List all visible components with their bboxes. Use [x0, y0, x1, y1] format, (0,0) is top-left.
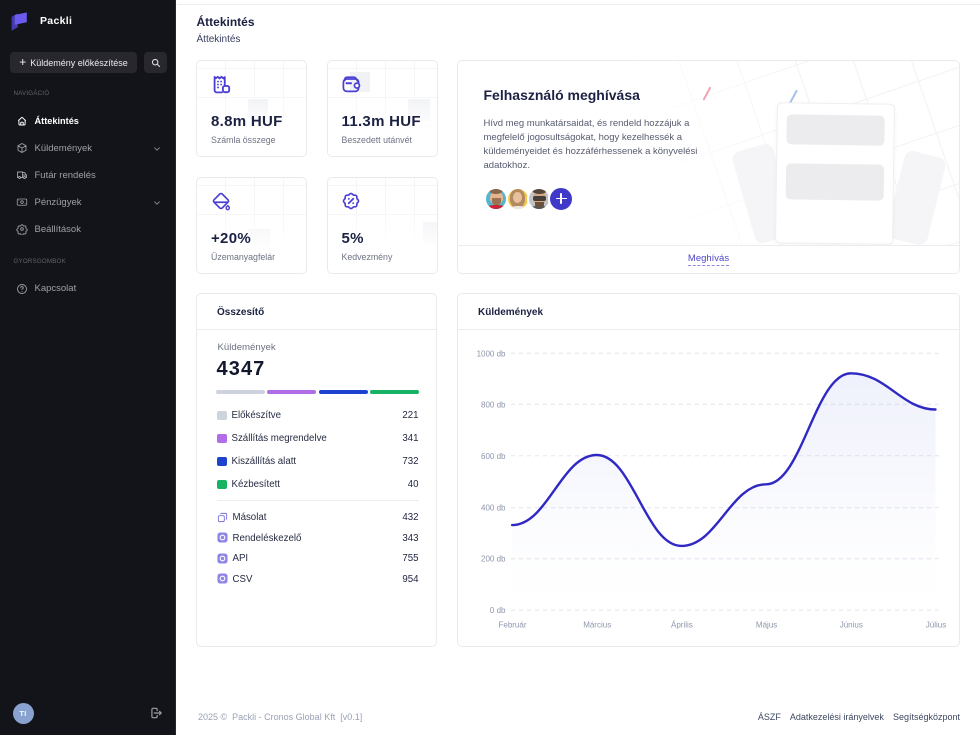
svg-text:Május: Május: [756, 621, 777, 630]
svg-text:Február: Február: [498, 621, 526, 630]
svg-text:Június: Június: [840, 621, 863, 630]
svg-text:1000 db: 1000 db: [477, 349, 506, 358]
svg-text:0 db: 0 db: [490, 606, 506, 615]
svg-text:Március: Március: [583, 621, 611, 630]
svg-text:800 db: 800 db: [481, 400, 506, 409]
svg-text:Április: Április: [671, 621, 693, 630]
svg-text:400 db: 400 db: [481, 504, 506, 513]
svg-text:600 db: 600 db: [481, 452, 506, 461]
svg-text:200 db: 200 db: [481, 555, 506, 564]
svg-text:Július: Július: [926, 621, 946, 630]
